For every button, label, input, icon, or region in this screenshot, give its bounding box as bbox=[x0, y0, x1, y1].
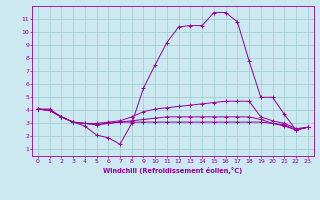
X-axis label: Windchill (Refroidissement éolien,°C): Windchill (Refroidissement éolien,°C) bbox=[103, 167, 243, 174]
